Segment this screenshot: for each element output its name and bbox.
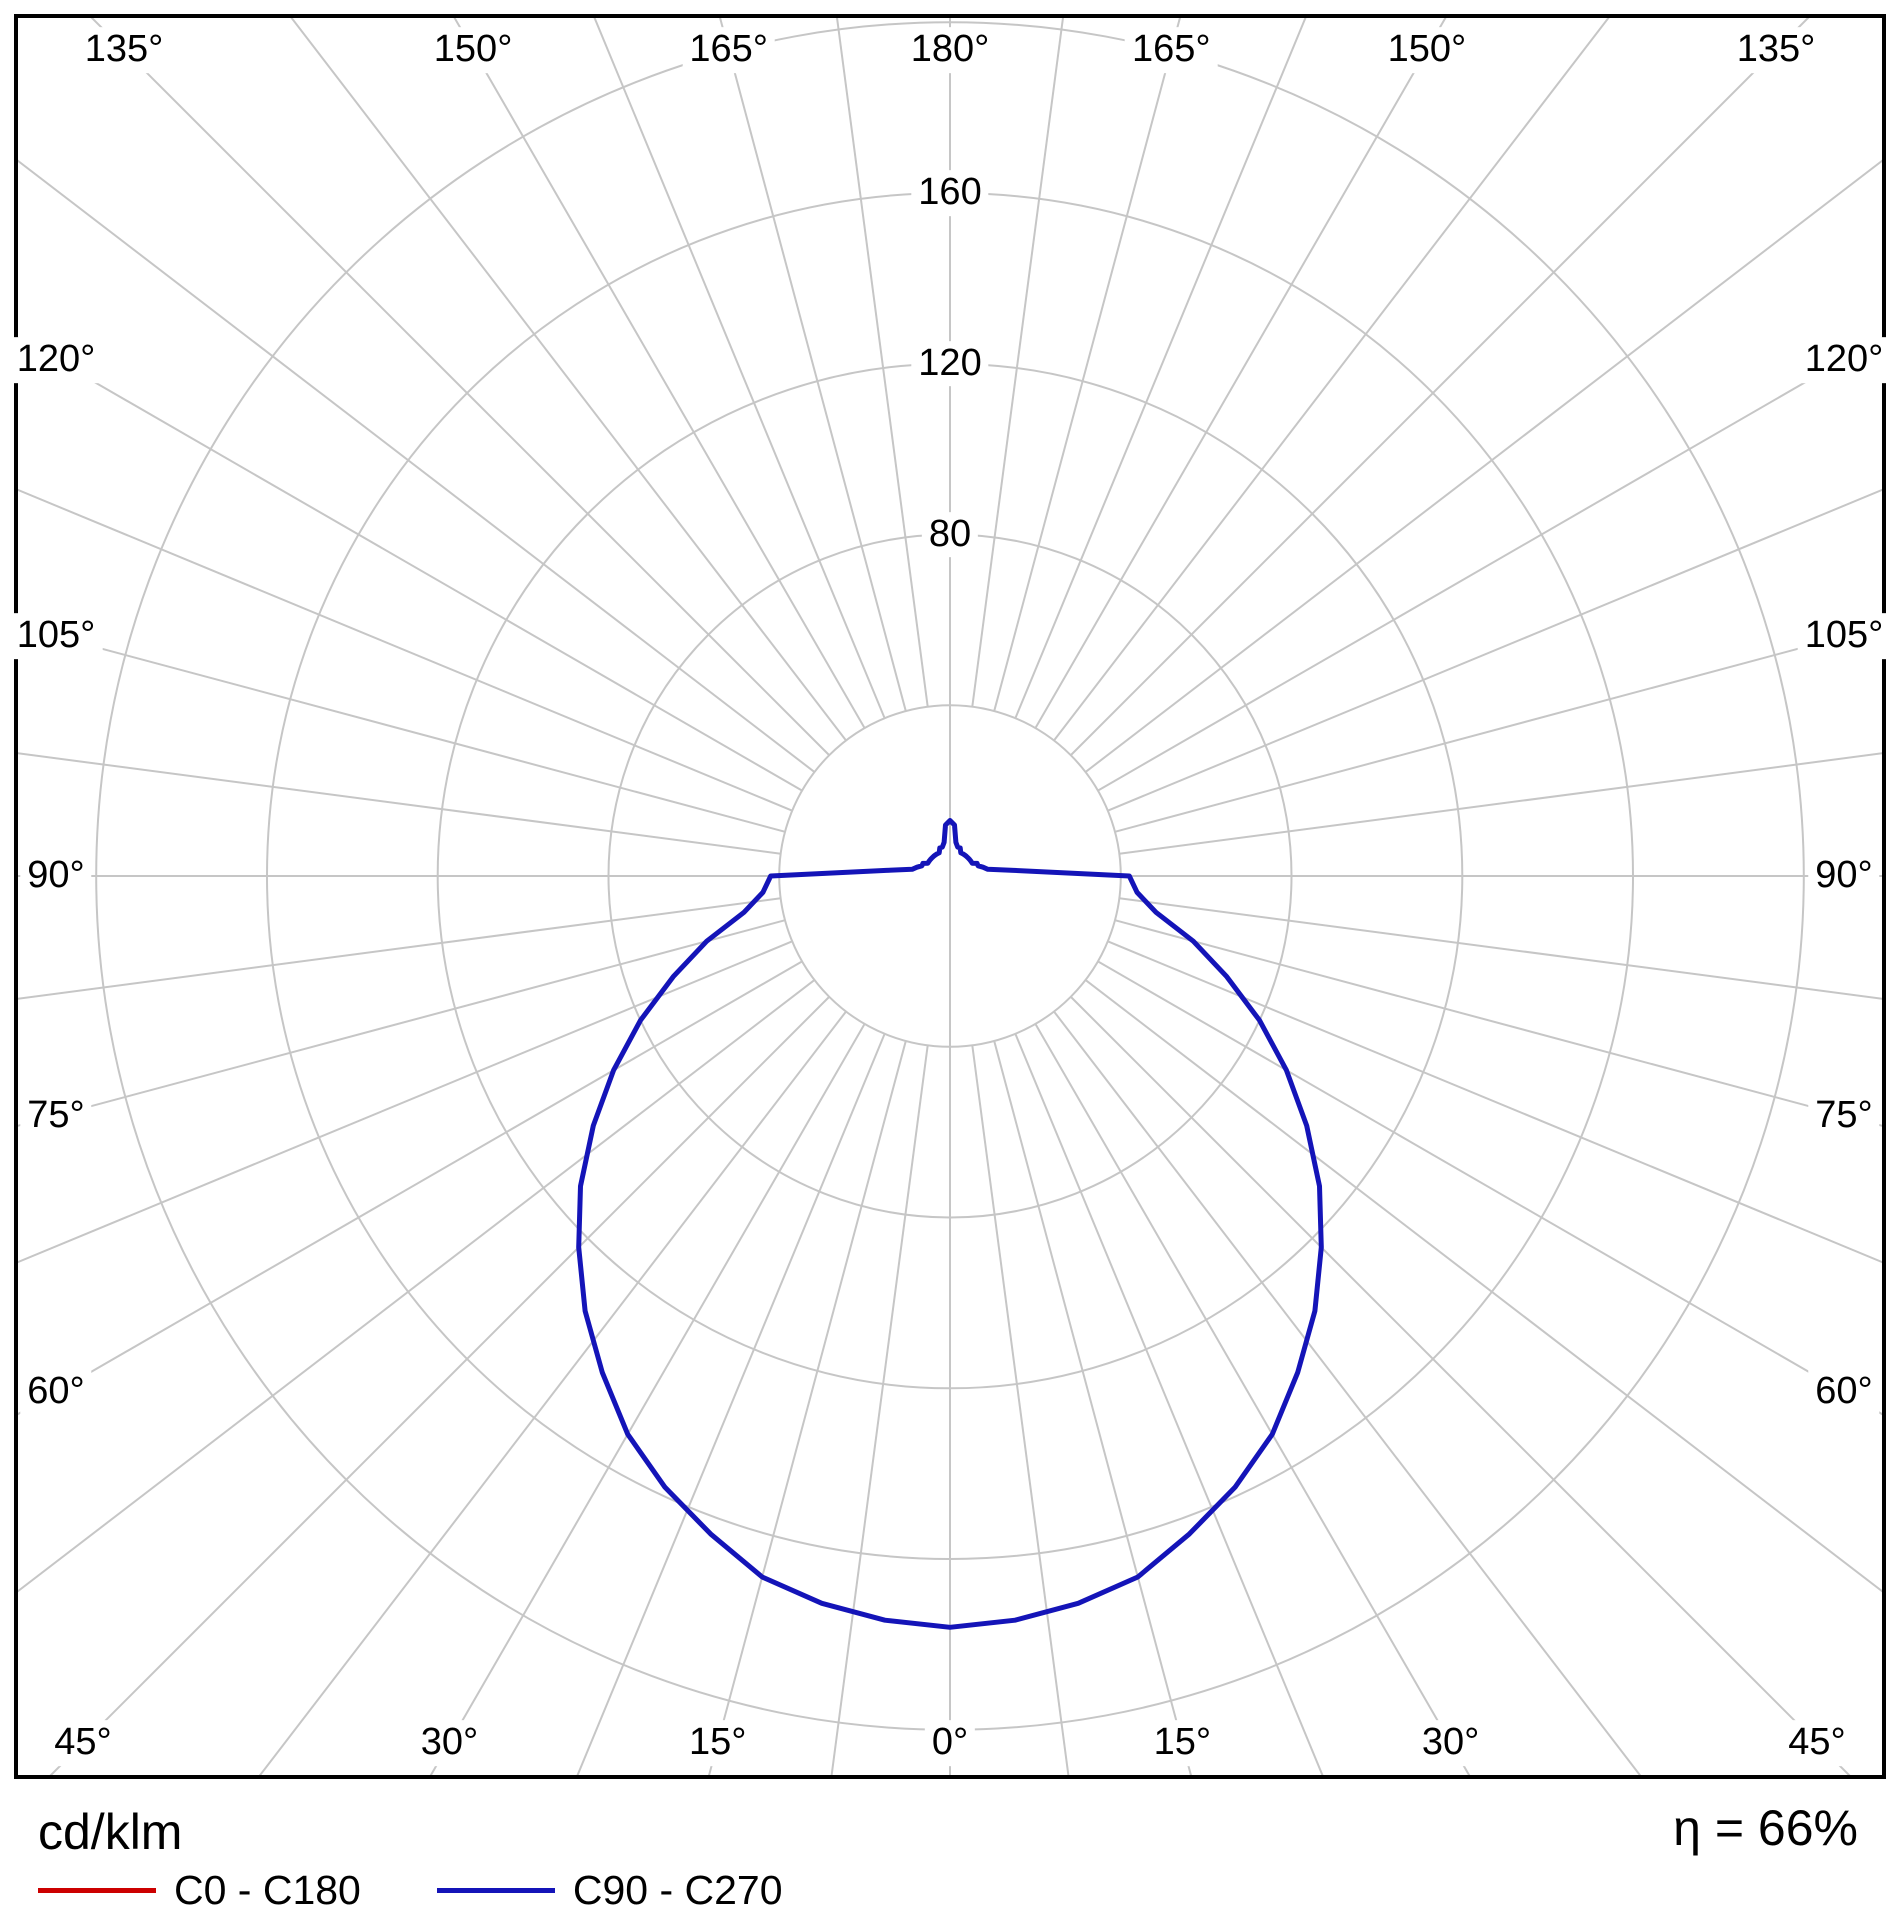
spoke-285	[18, 919, 786, 1127]
angle-label-135-right: 135°	[1729, 27, 1823, 73]
spoke-240	[18, 336, 803, 792]
ring-label-80: 80	[921, 511, 979, 558]
angle-label-105-left: 105°	[9, 613, 103, 660]
spoke-292.5	[18, 940, 793, 1264]
angle-label-75-right: 75°	[1808, 1092, 1880, 1139]
unit-label: cd/klm	[38, 1804, 183, 1860]
angle-label-150-left: 150°	[426, 27, 520, 73]
angle-label-165-right: 165°	[1125, 27, 1218, 73]
spoke-247.5	[18, 488, 793, 812]
spoke-322.5	[258, 1010, 847, 1775]
spoke-255	[18, 625, 786, 833]
angle-label-60-right: 60°	[1808, 1369, 1880, 1415]
legend-line-c90-c270	[436, 1888, 555, 1893]
c90-c270-curve	[576, 818, 1324, 1630]
spoke-262.5	[18, 752, 781, 855]
spoke-7.5	[971, 1045, 1070, 1775]
spoke-337.5	[576, 1033, 886, 1775]
spoke-187.5	[836, 18, 929, 707]
angle-label-150-right: 150°	[1380, 27, 1474, 73]
spoke-15	[993, 1040, 1192, 1775]
angle-label-0: 0°	[924, 1720, 976, 1766]
spoke-172.5	[971, 18, 1064, 707]
spoke-157.5	[1014, 18, 1307, 719]
angle-label-45-right: 45°	[1781, 1720, 1853, 1766]
spoke-352.5	[830, 1045, 929, 1775]
angle-label-90-left: 90°	[20, 853, 92, 899]
angle-label-30-right: 30°	[1414, 1720, 1487, 1766]
spoke-45	[1070, 996, 1851, 1775]
spoke-202.5	[593, 18, 886, 719]
angle-label-180: 180°	[903, 27, 997, 73]
polar-chart-box: 80 120 160 0° 15° 15° 30° 30° 45° 45° 60° 60° 75° 75°…	[9, 14, 1891, 1779]
legend-line-c0-c180	[38, 1888, 156, 1893]
spoke-142.5	[1053, 18, 1610, 742]
spoke-67.5	[1107, 940, 1882, 1264]
angle-label-15-left: 15°	[681, 1720, 754, 1766]
spoke-345	[708, 1040, 907, 1775]
angle-label-45-left: 45°	[47, 1720, 119, 1766]
spoke-75	[1114, 919, 1882, 1127]
spoke-210	[453, 18, 866, 729]
spoke-112.5	[1107, 488, 1882, 812]
spoke-315	[49, 996, 830, 1775]
polar-grid-svg	[18, 18, 1882, 1775]
spoke-22.5	[1014, 1033, 1324, 1775]
angle-label-165-left: 165°	[682, 27, 775, 73]
efficiency-label: η = 66%	[1673, 1800, 1858, 1856]
ring-label-120: 120	[911, 340, 989, 387]
spoke-330	[429, 1023, 866, 1775]
spoke-37.5	[1053, 1010, 1642, 1775]
angle-label-75-left: 75°	[20, 1092, 92, 1139]
spoke-127.5	[1084, 159, 1882, 773]
legend: C0 - C180 C90 - C270	[38, 1867, 783, 1914]
legend-label-c90-c270: C90 - C270	[572, 1867, 783, 1913]
legend-item-c0-c180: C0 - C180	[38, 1867, 361, 1914]
angle-label-120-right: 120°	[1797, 337, 1891, 383]
spoke-232.5	[18, 159, 816, 773]
spoke-277.5	[18, 897, 781, 1000]
angle-label-120-left: 120°	[9, 337, 103, 383]
spoke-97.5	[1119, 752, 1882, 855]
polar-labels-layer: 80 120 160 0° 15° 15° 30° 30° 45° 45° 60° 60° 75° 75°…	[9, 18, 1891, 1775]
angle-label-90-right: 90°	[1808, 853, 1880, 899]
legend-label-c0-c180: C0 - C180	[174, 1867, 361, 1913]
spoke-82.5	[1119, 897, 1882, 1000]
spoke-105	[1114, 625, 1882, 833]
angle-label-30-left: 30°	[413, 1720, 486, 1766]
spoke-225	[90, 18, 830, 756]
legend-item-c90-c270: C90 - C270	[436, 1867, 783, 1914]
angle-label-60-left: 60°	[20, 1369, 92, 1415]
spoke-120	[1097, 336, 1882, 792]
spoke-150	[1034, 18, 1447, 729]
spoke-52.5	[1084, 979, 1882, 1593]
angle-label-15-right: 15°	[1146, 1720, 1219, 1766]
spoke-30	[1034, 1023, 1471, 1775]
ring-label-160: 160	[911, 170, 989, 216]
angle-label-135-left: 135°	[77, 27, 171, 73]
spoke-307.5	[18, 979, 816, 1593]
spoke-135	[1070, 18, 1810, 756]
angle-label-105-right: 105°	[1797, 613, 1891, 660]
chart-footer: cd/klm η = 66% C0 - C180 C90 - C270	[14, 1783, 1886, 1913]
spoke-217.5	[290, 18, 847, 742]
